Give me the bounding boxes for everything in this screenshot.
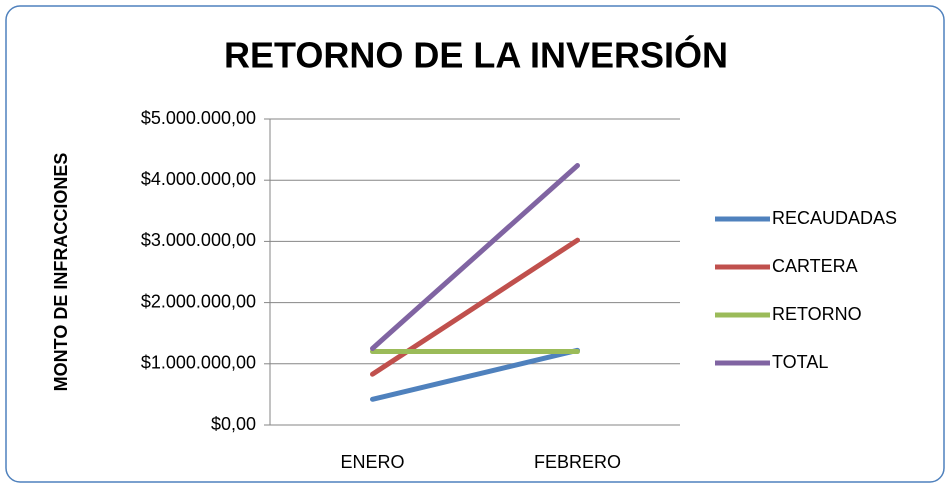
y-tick-label: $1.000.000,00 xyxy=(141,353,256,373)
chart-frame xyxy=(5,5,945,483)
y-tick-label: $3.000.000,00 xyxy=(141,230,256,250)
legend-label: TOTAL xyxy=(772,352,828,372)
legend-label: RETORNO xyxy=(772,304,862,324)
y-tick-label: $4.000.000,00 xyxy=(141,169,256,189)
y-axis-title: MONTO DE INFRACCIONES xyxy=(51,153,71,392)
series-line xyxy=(370,347,580,402)
chart-title: RETORNO DE LA INVERSIÓN xyxy=(224,34,728,76)
y-tick-label: $2.000.000,00 xyxy=(141,291,256,311)
legend-label: CARTERA xyxy=(772,256,858,276)
legend-label: RECAUDADAS xyxy=(772,208,897,228)
series-line xyxy=(370,163,580,351)
y-tick-label: $5.000.000,00 xyxy=(141,108,256,128)
y-tick-label: $0,00 xyxy=(211,414,256,434)
x-tick-label: ENERO xyxy=(340,452,404,472)
x-tick-label: FEBRERO xyxy=(534,452,621,472)
